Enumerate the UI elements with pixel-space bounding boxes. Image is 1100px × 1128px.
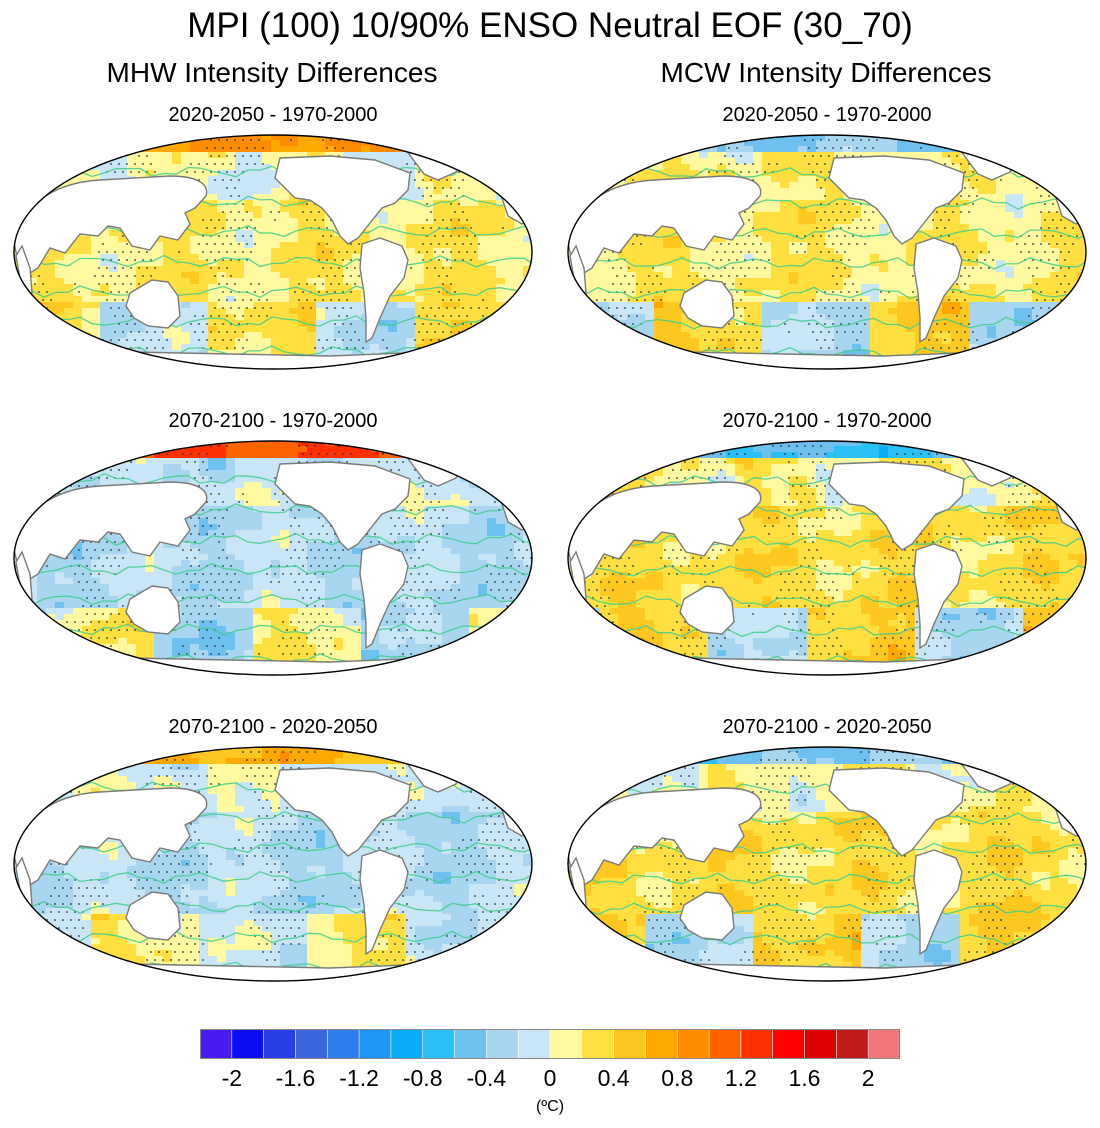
colorbar-swatch xyxy=(263,1029,297,1059)
mcw-panel-2070-2100-vs-2020-2050: 2070-2100 - 2020-2050 xyxy=(564,715,1090,985)
south-america-land xyxy=(359,849,409,956)
panel-title: 2070-2100 - 2020-2050 xyxy=(10,715,536,739)
colorbar-swatch xyxy=(613,1029,647,1059)
mhw-panel-2070-2100-vs-2020-2050: 2070-2100 - 2020-2050 xyxy=(10,715,536,985)
mcw-panel-2070-2100-vs-1970-2000: 2070-2100 - 1970-2000 xyxy=(564,409,1090,679)
antarctica-land xyxy=(19,963,532,981)
colorbar-swatch xyxy=(645,1029,678,1059)
australia-land xyxy=(125,891,181,941)
colorbar-swatch xyxy=(549,1029,583,1059)
colorbar-tick-label: 1.6 xyxy=(775,1064,835,1092)
mhw-panel-2020-2050-vs-1970-2000: 2020-2050 - 1970-2000 xyxy=(10,103,536,373)
colorbar-swatch xyxy=(867,1029,900,1059)
colorbar-swatch xyxy=(231,1029,265,1059)
world-map xyxy=(567,134,1087,370)
colorbar-swatch xyxy=(517,1029,551,1059)
colorbar-swatch xyxy=(200,1029,233,1059)
mcw-panel-2020-2050-vs-1970-2000: 2020-2050 - 1970-2000 xyxy=(564,103,1090,373)
mcw-column-title: MCW Intensity Differences xyxy=(566,55,1086,91)
colorbar-swatch xyxy=(295,1029,328,1059)
south-america-land xyxy=(359,543,409,650)
colorbar-tick-label: 0.4 xyxy=(584,1064,644,1092)
colorbar-tick-label: -1.2 xyxy=(329,1064,389,1092)
colorbar-swatch xyxy=(772,1029,806,1059)
panel-title: 2070-2100 - 1970-2000 xyxy=(564,409,1090,433)
south-america-land xyxy=(913,849,963,956)
australia-land xyxy=(679,891,735,941)
colorbar-swatch xyxy=(581,1029,615,1059)
colorbar-swatch xyxy=(358,1029,392,1059)
north-america-land xyxy=(274,767,411,857)
australia-land xyxy=(679,279,735,329)
world-map xyxy=(567,440,1087,676)
australia-land xyxy=(125,585,181,635)
colorbar xyxy=(200,1029,900,1059)
colorbar-tick-label: -0.8 xyxy=(393,1064,453,1092)
colorbar-swatch xyxy=(740,1029,774,1059)
north-america-land xyxy=(274,461,411,551)
north-america-land xyxy=(828,155,965,245)
antarctica-land xyxy=(573,351,1086,369)
world-map xyxy=(567,746,1087,982)
world-map xyxy=(13,440,533,676)
colorbar-tick-label: -0.4 xyxy=(456,1064,516,1092)
colorbar-tick-label: 2 xyxy=(838,1064,898,1092)
antarctica-land xyxy=(19,351,532,369)
colorbar-tick-label: -1.6 xyxy=(266,1064,326,1092)
mhw-panel-2070-2100-vs-1970-2000: 2070-2100 - 1970-2000 xyxy=(10,409,536,679)
panel-title: 2070-2100 - 2020-2050 xyxy=(564,715,1090,739)
panel-title: 2020-2050 - 1970-2000 xyxy=(564,103,1090,127)
australia-land xyxy=(125,279,181,329)
antarctica-land xyxy=(19,657,532,675)
south-america-land xyxy=(913,543,963,650)
figure-title: MPI (100) 10/90% ENSO Neutral EOF (30_70… xyxy=(0,4,1100,48)
colorbar-units: (ºC) xyxy=(500,1097,600,1117)
colorbar-swatch xyxy=(422,1029,456,1059)
world-map xyxy=(13,746,533,982)
panel-title: 2020-2050 - 1970-2000 xyxy=(10,103,536,127)
mhw-column-title: MHW Intensity Differences xyxy=(12,55,532,91)
colorbar-swatch xyxy=(836,1029,869,1059)
north-america-land xyxy=(274,155,411,245)
colorbar-swatch xyxy=(804,1029,837,1059)
colorbar-swatch xyxy=(326,1029,360,1059)
antarctica-land xyxy=(573,963,1086,981)
colorbar-tick-label: 0.8 xyxy=(647,1064,707,1092)
panel-title: 2070-2100 - 1970-2000 xyxy=(10,409,536,433)
north-america-land xyxy=(828,767,965,857)
colorbar-swatch xyxy=(486,1029,519,1059)
colorbar-swatch xyxy=(676,1029,710,1059)
colorbar-tick-label: 1.2 xyxy=(711,1064,771,1092)
colorbar-swatch xyxy=(708,1029,742,1059)
colorbar-swatch xyxy=(390,1029,424,1059)
south-america-land xyxy=(359,237,409,344)
south-america-land xyxy=(913,237,963,344)
colorbar-tick-label: 0 xyxy=(520,1064,580,1092)
world-map xyxy=(13,134,533,370)
colorbar-tick-label: -2 xyxy=(202,1064,262,1092)
colorbar-swatch xyxy=(454,1029,487,1059)
north-america-land xyxy=(828,461,965,551)
australia-land xyxy=(679,585,735,635)
antarctica-land xyxy=(573,657,1086,675)
